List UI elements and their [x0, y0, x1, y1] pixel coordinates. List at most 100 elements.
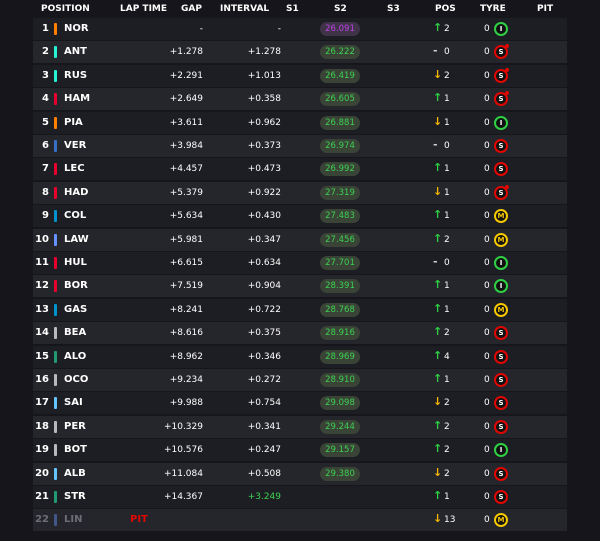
team-color-bar [54, 350, 57, 363]
team-color-bar [54, 69, 57, 82]
arrow-down-icon: ↓ [433, 184, 443, 198]
driver-code[interactable]: ANT [64, 46, 87, 58]
driver-row[interactable]: 10 LAW +5.981 +0.347 27.456 ↑ 2 0 M [33, 228, 567, 251]
positions-changed: 1 [444, 375, 450, 385]
driver-row[interactable]: 22 LIN PIT ↓ 13 0 M [33, 509, 567, 532]
team-color-bar [54, 116, 57, 129]
positions-changed: 4 [444, 351, 450, 362]
driver-code[interactable]: LAW [64, 233, 89, 245]
position-number: 10 [35, 233, 49, 245]
driver-row[interactable]: 20 ALB +11.084 +0.508 29.380 ↓ 2 0 S [33, 462, 567, 485]
driver-code[interactable]: RUS [64, 69, 88, 81]
driver-code[interactable]: ALB [64, 467, 86, 479]
driver-row[interactable]: 2 ANT +1.278 +1.278 26.222-0 0 S [33, 41, 567, 64]
arrow-up-icon: ↑ [433, 489, 443, 502]
driver-code[interactable]: NOR [64, 23, 89, 34]
tyre-compound-icon: S [494, 419, 508, 434]
driver-row[interactable]: 7 LEC +4.457 +0.473 26.992 ↑ 1 0 S [33, 158, 567, 181]
position-number: 1 [42, 23, 49, 34]
driver-row[interactable]: 6 VER +3.984 +0.373 26.974-0 0 S [33, 135, 567, 157]
driver-code[interactable]: HAM [64, 93, 91, 105]
driver-row[interactable]: 16 OCO +9.234 +0.272 28.910 ↑ 1 0 S [33, 369, 567, 391]
position-number: 13 [35, 303, 49, 315]
header-pos[interactable]: POS [435, 4, 456, 14]
position-number: 9 [42, 210, 49, 222]
interval-value: +0.922 [247, 187, 281, 198]
gap-value: +8.616 [169, 328, 203, 339]
gap-value: +5.379 [169, 187, 203, 198]
arrow-up-icon: ↑ [433, 278, 443, 292]
arrow-up-icon: ↑ [433, 91, 443, 105]
tyre-age: 0 [484, 47, 490, 58]
driver-code[interactable]: BOR [64, 280, 88, 292]
gap-value: +10.576 [163, 445, 203, 456]
arrow-up-icon: ↑ [433, 231, 443, 245]
driver-code[interactable]: COL [64, 210, 87, 222]
header-s2[interactable]: S2 [334, 4, 347, 14]
gap-value: +2.649 [169, 94, 203, 105]
tyre-compound-icon: S [494, 44, 509, 60]
position-number: 5 [42, 116, 49, 128]
tyre-compound-icon: I [494, 443, 508, 458]
interval-value: +0.373 [247, 141, 281, 151]
driver-code[interactable]: STR [64, 491, 86, 502]
driver-code[interactable]: HAD [64, 186, 89, 198]
header-lap-time[interactable]: LAP TIME [120, 4, 168, 14]
driver-row[interactable]: 4 HAM +2.649 +0.358 26.605 ↑ 1 0 S [33, 88, 567, 111]
interval-value: +0.341 [247, 421, 281, 432]
driver-code[interactable]: LIN [64, 514, 83, 526]
driver-row[interactable]: 12 BOR +7.519 +0.904 28.391 ↑ 1 0 I [33, 275, 567, 298]
driver-row[interactable]: 9 COL +5.634 +0.430 27.483 ↑ 1 0 M [33, 205, 567, 228]
driver-code[interactable]: VER [64, 140, 87, 151]
interval-value: +0.347 [247, 234, 281, 245]
driver-code[interactable]: BEA [64, 327, 87, 339]
header-s3[interactable]: S3 [387, 4, 400, 14]
driver-code[interactable]: GAS [64, 303, 88, 315]
driver-code[interactable]: LEC [64, 163, 85, 175]
dash-icon: - [433, 255, 438, 268]
driver-row[interactable]: 3 RUS +2.291 +1.013 26.419 ↓ 2 0 S [33, 64, 567, 87]
driver-code[interactable]: ALO [64, 350, 87, 362]
driver-row[interactable]: 1 NOR - - 26.091 ↑ 2 0 I [33, 18, 567, 40]
driver-row[interactable]: 15 ALO +8.962 +0.346 28.969 ↑ 4 0 S [33, 345, 567, 368]
positions-changed: 1 [444, 281, 450, 292]
driver-row[interactable]: 17 SAI +9.988 +0.754 29.098 ↓ 2 0 S [33, 392, 567, 415]
driver-code[interactable]: PER [64, 420, 86, 432]
driver-row[interactable]: 8 HAD +5.379 +0.922 27.319 ↓ 1 0 S [33, 181, 567, 204]
position-number: 22 [35, 514, 49, 526]
driver-code[interactable]: BOT [64, 444, 87, 456]
tyre-compound-icon: I [494, 279, 508, 294]
sector-2-time: 29.157 [320, 443, 360, 458]
header-pit[interactable]: PIT [537, 4, 554, 14]
driver-row[interactable]: 21 STR +14.367 +3.249 ↑ 1 0 S [33, 486, 567, 508]
header-tyre[interactable]: TYRE [480, 4, 506, 14]
driver-row[interactable]: 18 PER +10.329 +0.341 29.244 ↑ 2 0 S [33, 415, 567, 438]
interval-value: +0.904 [247, 281, 281, 292]
driver-code[interactable]: HUL [64, 257, 87, 268]
driver-code[interactable]: PIA [64, 116, 83, 128]
driver-row[interactable]: 19 BOT +10.576 +0.247 29.157 ↑ 2 0 I [33, 439, 567, 462]
sector-2-time: 26.992 [320, 162, 360, 177]
header-gap[interactable]: GAP [181, 4, 202, 14]
positions-changed: 0 [444, 47, 450, 58]
sector-2-time: 26.974 [320, 139, 360, 153]
driver-row[interactable]: 13 GAS +8.241 +0.722 28.768 ↑ 1 0 M [33, 298, 567, 321]
team-color-bar [54, 420, 57, 433]
tyre-age: 0 [484, 258, 490, 268]
tyre-age: 0 [484, 304, 490, 315]
position-number: 19 [35, 444, 49, 456]
gap-value: +7.519 [169, 281, 203, 292]
tyre-age: 0 [484, 328, 490, 339]
positions-changed: 1 [444, 164, 450, 175]
driver-code[interactable]: SAI [64, 397, 83, 409]
header-s1[interactable]: S1 [286, 4, 299, 14]
driver-row[interactable]: 5 PIA +3.611 +0.962 26.881 ↓ 1 0 I [33, 111, 567, 134]
positions-changed: 0 [444, 141, 450, 151]
team-color-bar [54, 163, 57, 176]
positions-changed: 1 [444, 304, 450, 315]
header-position[interactable]: POSITION [41, 4, 90, 14]
header-interval[interactable]: INTERVAL [220, 4, 270, 14]
driver-code[interactable]: OCO [64, 374, 89, 385]
driver-row[interactable]: 14 BEA +8.616 +0.375 28.916 ↑ 2 0 S [33, 322, 567, 345]
driver-row[interactable]: 11 HUL +6.615 +0.634 27.701-0 0 I [33, 252, 567, 274]
